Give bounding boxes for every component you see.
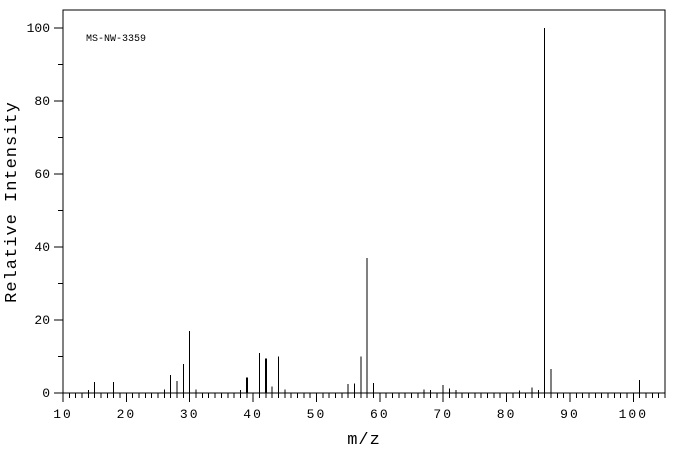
plot-frame — [62, 9, 666, 394]
y-axis-title: Relative Intensity — [3, 101, 22, 303]
plot-area: 10 20 30 40 50 60 70 80 90 100 0 20 40 60 80 100 — [27, 9, 666, 422]
spectrum-id-label: MS-NW-3359 — [86, 34, 146, 45]
y-tick-label: 60 — [34, 167, 50, 182]
y-tick-label: 20 — [34, 313, 50, 328]
x-tick-label: 70 — [433, 407, 453, 422]
x-axis-title: m/z — [347, 431, 381, 450]
x-tick-label: 20 — [117, 407, 137, 422]
x-tick-label: 30 — [180, 407, 200, 422]
y-tick-label: 0 — [42, 386, 50, 401]
x-tick-label: 80 — [497, 407, 517, 422]
x-tick-label: 60 — [370, 407, 390, 422]
x-tick-label: 10 — [53, 407, 73, 422]
y-tick-label: 40 — [34, 240, 50, 255]
x-tick-label: 100 — [619, 407, 648, 422]
x-tick-label: 40 — [243, 407, 263, 422]
y-tick-label: 100 — [27, 21, 50, 36]
x-tick-label: 50 — [307, 407, 327, 422]
x-tick-label: 90 — [560, 407, 580, 422]
y-tick-label: 80 — [34, 94, 50, 109]
